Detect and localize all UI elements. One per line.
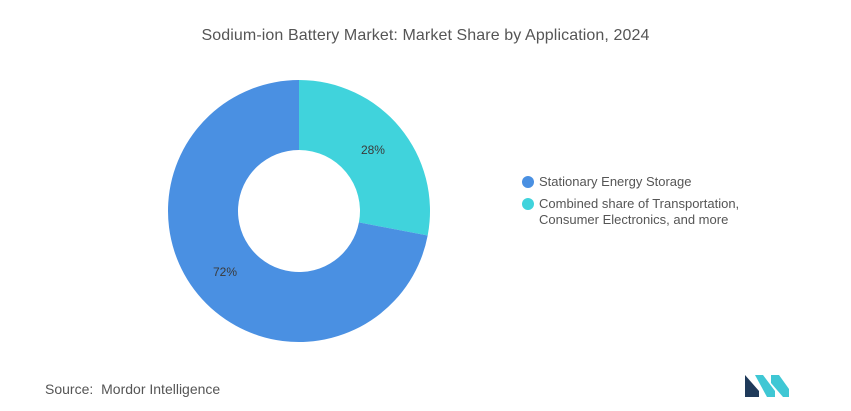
source-note: Source: Mordor Intelligence: [45, 381, 220, 397]
slice-label-1: 28%: [361, 143, 385, 157]
mordor-intelligence-logo-icon: [745, 375, 789, 397]
slice-label-0: 72%: [213, 265, 237, 279]
donut-slice-1: [299, 80, 430, 236]
source-label: Source:: [45, 381, 94, 397]
legend-swatch-combined: [522, 198, 534, 210]
legend-label-combined: Combined share of Transportation, Consum…: [539, 196, 740, 227]
donut-slice-0: [167, 80, 428, 343]
legend-item-combined-share: Combined share of Transportation, Consum…: [522, 196, 822, 228]
legend-label-stationary: Stationary Energy Storage: [539, 174, 692, 189]
legend-item-stationary-energy-storage: Stationary Energy Storage: [522, 174, 822, 190]
legend: Stationary Energy Storage Combined share…: [522, 174, 822, 234]
chart-title: Sodium-ion Battery Market: Market Share …: [201, 27, 650, 44]
legend-swatch-stationary: [522, 176, 534, 188]
source-text: Mordor Intelligence: [101, 381, 221, 397]
